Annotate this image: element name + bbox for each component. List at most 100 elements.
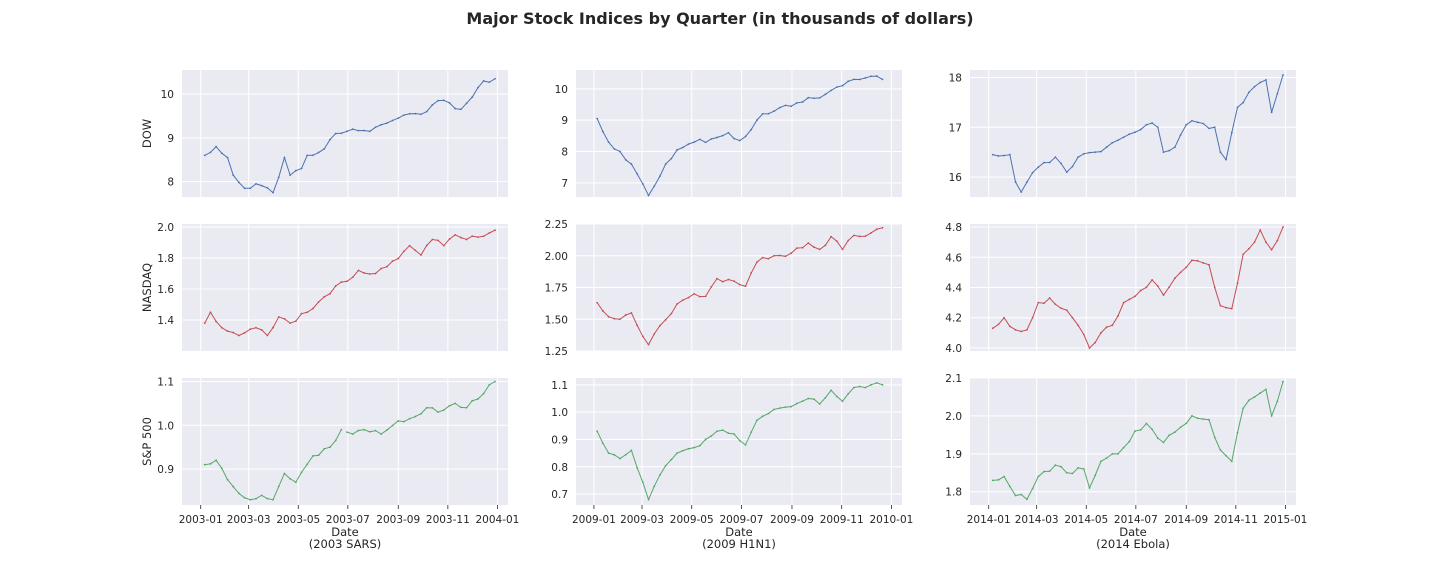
data-point [243, 496, 246, 499]
data-point [1185, 266, 1188, 269]
data-point [1270, 248, 1273, 251]
data-point [1259, 81, 1262, 84]
data-point [1259, 229, 1262, 231]
data-point [1117, 139, 1119, 142]
x-tick-label: 2003-07 [326, 514, 370, 526]
data-point [272, 498, 274, 501]
data-point [670, 458, 673, 461]
data-point [1003, 475, 1006, 478]
data-point [1282, 380, 1284, 383]
y-tick-label: 4.4 [945, 283, 962, 295]
data-point [340, 281, 343, 283]
data-point [334, 285, 337, 287]
data-point [807, 96, 810, 99]
y-tick-label: 1.0 [551, 407, 568, 419]
x-tick-label: 2003-05 [276, 514, 320, 526]
panel-nasdaq-2: 1.25 1.50 1.75 2.00 2.25 [545, 219, 902, 358]
data-point [209, 462, 212, 465]
data-point [596, 301, 599, 304]
data-point [1276, 92, 1279, 95]
data-point [1151, 122, 1153, 124]
x-tick-label: 2003-11 [426, 514, 470, 526]
data-point [1225, 454, 1227, 457]
data-point [756, 419, 758, 422]
data-point [721, 280, 724, 283]
x-tick-label: 2003-01 [179, 514, 223, 526]
data-point [858, 78, 861, 81]
data-point [465, 238, 468, 241]
data-point [329, 292, 331, 295]
data-point [727, 131, 730, 134]
data-point [351, 433, 354, 435]
data-point [266, 497, 269, 500]
data-point [1128, 440, 1131, 443]
data-point [847, 392, 850, 395]
data-point [1282, 226, 1284, 228]
data-point [864, 77, 867, 79]
data-point [232, 331, 235, 334]
series-line [204, 78, 496, 194]
data-point [1008, 485, 1011, 488]
event-label: (2003 SARS) [309, 537, 382, 551]
data-point [1156, 126, 1159, 129]
y-tick-label: 4.8 [945, 222, 962, 234]
data-point [733, 137, 736, 140]
data-point [215, 459, 218, 462]
data-point [465, 406, 468, 409]
data-point [727, 432, 730, 435]
series-line [204, 229, 496, 337]
data-point [710, 285, 713, 288]
panel-background [970, 70, 1296, 197]
data-point [870, 231, 872, 234]
y-tick-label: 9 [561, 115, 568, 127]
data-point [215, 320, 218, 323]
data-point [710, 138, 713, 140]
x-tick-label: 2009-03 [620, 514, 664, 526]
data-point [1117, 452, 1119, 455]
data-point [864, 235, 867, 238]
data-point [272, 326, 274, 329]
x-tick-label: 2009-09 [770, 514, 814, 526]
data-point [454, 233, 457, 236]
panel-s-p-500-3: 1.8 1.9 2.0 2.1 2014-01 2014-03 2014-05 2014-07… [945, 373, 1307, 551]
data-point [1128, 298, 1131, 301]
data-point [311, 455, 314, 457]
data-point [255, 326, 257, 329]
data-point [716, 430, 718, 433]
data-point [1236, 431, 1239, 434]
data-point [613, 317, 616, 320]
data-point [716, 136, 718, 139]
data-point [226, 478, 229, 481]
data-point [300, 471, 303, 474]
data-point [1071, 165, 1074, 168]
data-point [1043, 161, 1045, 164]
data-point [750, 272, 753, 274]
data-point [881, 383, 884, 386]
data-point [676, 452, 678, 455]
data-point [1202, 122, 1205, 125]
data-point [1122, 301, 1125, 304]
panel-background [970, 378, 1296, 505]
data-point [1082, 152, 1085, 155]
y-axis-label: S&P 500 [140, 417, 154, 466]
data-point [807, 397, 810, 400]
data-point [1008, 325, 1011, 328]
data-point [380, 267, 383, 270]
data-point [1111, 141, 1114, 144]
data-point [368, 130, 371, 133]
data-point [391, 424, 394, 427]
data-point [761, 256, 764, 259]
data-point [801, 400, 804, 403]
data-point [1077, 467, 1080, 469]
y-tick-label: 4.6 [945, 252, 962, 264]
data-point [1282, 74, 1284, 76]
data-point [647, 194, 650, 197]
data-point [1247, 91, 1250, 94]
y-tick-label: 16 [949, 172, 963, 184]
data-point [813, 246, 815, 249]
data-point [997, 323, 1000, 326]
data-point [1219, 449, 1222, 451]
data-point [323, 295, 326, 298]
data-point [738, 139, 741, 142]
data-point [681, 299, 684, 302]
